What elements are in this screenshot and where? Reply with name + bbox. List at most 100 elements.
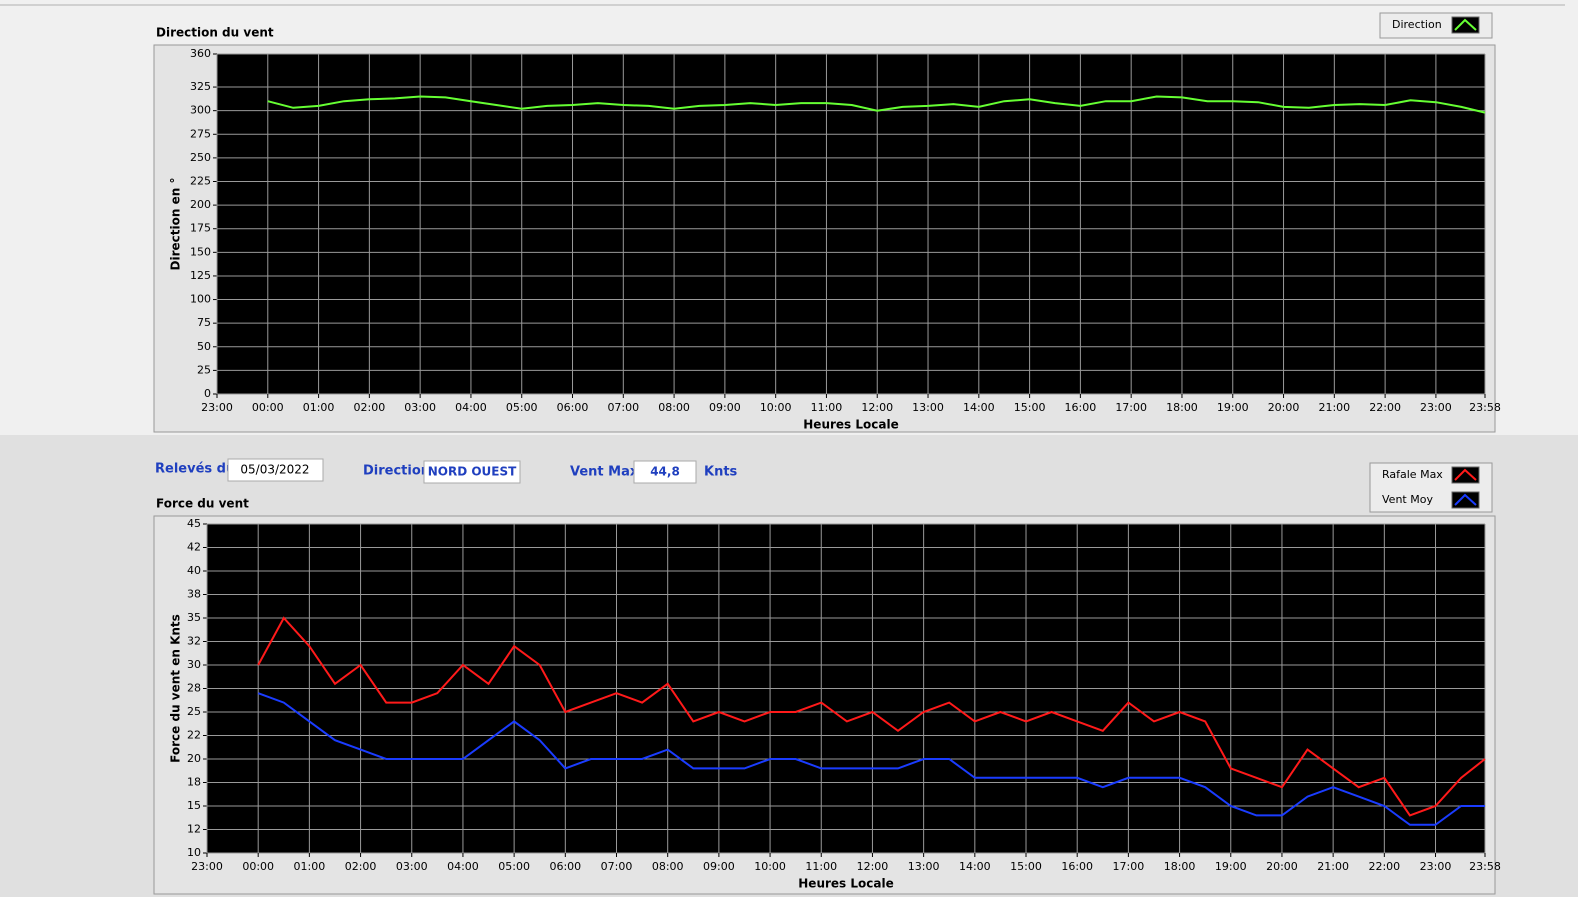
field-value: 44,8	[650, 465, 680, 479]
x-tick-label: 00:00	[242, 860, 274, 873]
y-tick-label: 225	[190, 175, 211, 188]
y-tick-label: 45	[187, 517, 201, 530]
x-tick-label: 18:00	[1166, 401, 1198, 414]
x-tick-label: 02:00	[354, 401, 386, 414]
y-tick-label: 30	[187, 658, 201, 671]
x-tick-label: 11:00	[805, 860, 837, 873]
x-tick-label: 10:00	[760, 401, 792, 414]
x-tick-label: 10:00	[754, 860, 786, 873]
x-tick-label: 13:00	[908, 860, 940, 873]
series-line	[257, 692, 1485, 826]
x-tick-label: 21:00	[1318, 401, 1350, 414]
x-tick-label: 03:00	[396, 860, 428, 873]
y-tick-label: 200	[190, 198, 211, 211]
x-tick-label: 02:00	[345, 860, 377, 873]
field-label: Vent Max	[570, 465, 639, 480]
y-tick-label: 40	[187, 564, 201, 577]
x-tick-label: 23:00	[1420, 401, 1452, 414]
y-tick-label: 32	[187, 635, 201, 648]
y-tick-label: 35	[187, 611, 201, 624]
field-value: 05/03/2022	[240, 463, 309, 477]
x-tick-label: 23:00	[191, 860, 223, 873]
y-tick-label: 15	[187, 799, 201, 812]
legend-swatch	[1451, 491, 1480, 509]
x-tick-label: 19:00	[1215, 860, 1247, 873]
x-tick-label: 12:00	[857, 860, 889, 873]
legend-label: Direction	[1392, 18, 1442, 31]
x-tick-label: 23:58	[1469, 860, 1501, 873]
x-tick-label: 11:00	[811, 401, 843, 414]
x-tick-label: 09:00	[709, 401, 741, 414]
y-tick-label: 22	[187, 729, 201, 742]
y-axis-label: Direction en °	[169, 178, 183, 271]
y-tick-label: 20	[187, 752, 201, 765]
x-tick-label: 17:00	[1113, 860, 1145, 873]
legend-label: Vent Moy	[1382, 493, 1433, 506]
x-tick-label: 20:00	[1268, 401, 1300, 414]
y-tick-label: 125	[190, 269, 211, 282]
y-tick-label: 18	[187, 776, 201, 789]
x-tick-label: 04:00	[455, 401, 487, 414]
x-tick-label: 00:00	[252, 401, 284, 414]
x-tick-label: 22:00	[1369, 401, 1401, 414]
y-tick-label: 25	[187, 705, 201, 718]
x-tick-label: 07:00	[607, 401, 639, 414]
x-tick-label: 05:00	[506, 401, 538, 414]
legend-label: Rafale Max	[1382, 468, 1443, 481]
x-tick-label: 01:00	[303, 401, 335, 414]
y-tick-label: 12	[187, 823, 201, 836]
x-tick-label: 06:00	[549, 860, 581, 873]
x-tick-label: 09:00	[703, 860, 735, 873]
y-tick-label: 28	[187, 682, 201, 695]
series-line	[267, 95, 1486, 114]
chart-title: Force du vent	[156, 497, 249, 511]
y-tick-label: 0	[204, 387, 211, 400]
field-unit: Knts	[704, 465, 738, 480]
x-tick-label: 16:00	[1065, 401, 1097, 414]
x-tick-label: 06:00	[557, 401, 589, 414]
x-tick-label: 17:00	[1115, 401, 1147, 414]
chart-title: Direction du vent	[156, 26, 274, 40]
y-tick-label: 100	[190, 293, 211, 306]
field-box[interactable]	[633, 460, 697, 484]
field-box[interactable]	[227, 458, 324, 482]
x-tick-label: 15:00	[1010, 860, 1042, 873]
x-tick-label: 07:00	[601, 860, 633, 873]
x-tick-label: 23:58	[1469, 401, 1501, 414]
y-tick-label: 150	[190, 245, 211, 258]
x-tick-label: 03:00	[404, 401, 436, 414]
y-tick-label: 25	[197, 363, 211, 376]
y-tick-label: 360	[190, 47, 211, 60]
legend-swatch	[1451, 466, 1480, 484]
x-tick-label: 12:00	[861, 401, 893, 414]
legend-line	[1454, 18, 1477, 31]
y-tick-label: 300	[190, 104, 211, 117]
x-tick-label: 08:00	[658, 401, 690, 414]
field-label: Relevés du	[155, 462, 235, 477]
series-line	[257, 616, 1486, 817]
x-tick-label: 19:00	[1217, 401, 1249, 414]
x-tick-label: 13:00	[912, 401, 944, 414]
field-value: NORD OUEST	[428, 465, 517, 479]
x-tick-label: 05:00	[498, 860, 530, 873]
y-tick-label: 175	[190, 222, 211, 235]
legend-line	[1454, 493, 1477, 506]
x-tick-label: 16:00	[1061, 860, 1093, 873]
x-tick-label: 15:00	[1014, 401, 1046, 414]
y-tick-label: 75	[197, 316, 211, 329]
x-tick-label: 14:00	[959, 860, 991, 873]
y-tick-label: 38	[187, 588, 201, 601]
y-tick-label: 42	[187, 541, 201, 554]
y-tick-label: 275	[190, 127, 211, 140]
x-tick-label: 21:00	[1317, 860, 1349, 873]
field-label: Direction	[363, 464, 430, 479]
field-box[interactable]	[423, 460, 521, 484]
y-axis-label: Force du vent en Knts	[169, 614, 183, 763]
x-tick-label: 18:00	[1164, 860, 1196, 873]
x-tick-label: 20:00	[1266, 860, 1298, 873]
x-tick-label: 23:00	[201, 401, 233, 414]
legend-line	[1454, 468, 1477, 481]
x-tick-label: 04:00	[447, 860, 479, 873]
y-tick-label: 10	[187, 846, 201, 859]
